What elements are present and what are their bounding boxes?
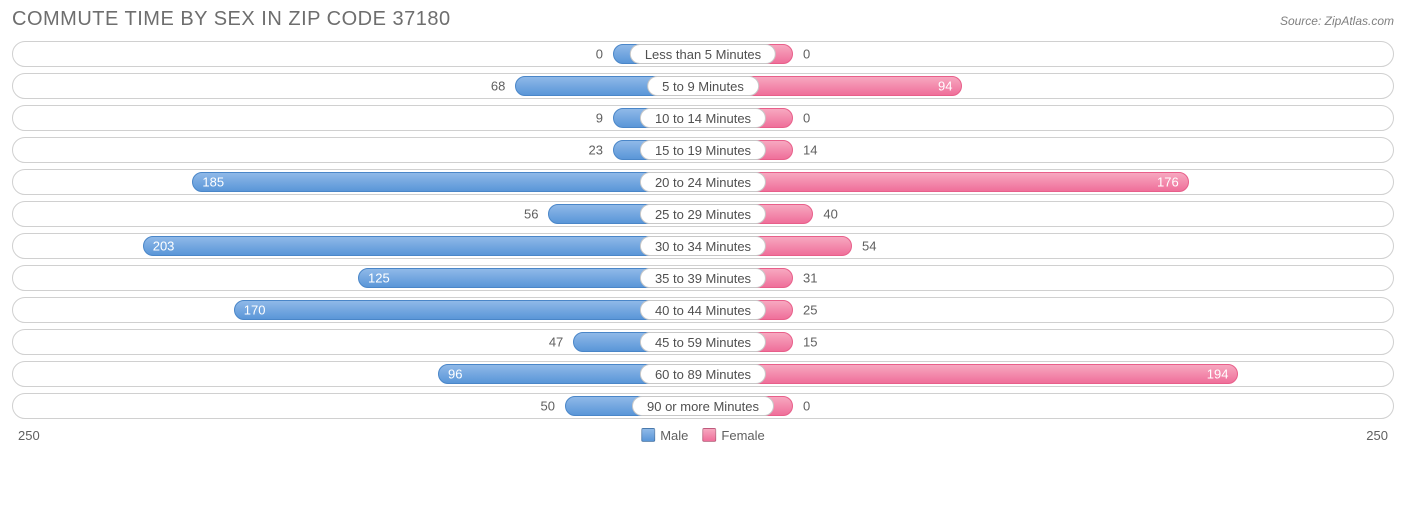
table-row: 0 0 Less than 5 Minutes xyxy=(12,41,1394,67)
value-label-female: 0 xyxy=(803,111,810,126)
value-label-female: 54 xyxy=(862,239,876,254)
chart-footer: 250 Male Female 250 xyxy=(12,425,1394,445)
table-row: 125 31 35 to 39 Minutes xyxy=(12,265,1394,291)
chart-container: Commute Time by Sex in Zip Code 37180 So… xyxy=(0,0,1406,453)
category-pill: 25 to 29 Minutes xyxy=(640,204,766,224)
axis-max-right: 250 xyxy=(1366,428,1388,443)
swatch-male xyxy=(641,428,655,442)
table-row: 96 194 60 to 89 Minutes xyxy=(12,361,1394,387)
value-label-female: 40 xyxy=(823,207,837,222)
chart-title: Commute Time by Sex in Zip Code 37180 xyxy=(12,8,451,31)
value-label-female: 25 xyxy=(803,303,817,318)
bar-female xyxy=(703,364,1238,384)
swatch-female xyxy=(702,428,716,442)
category-pill: 15 to 19 Minutes xyxy=(640,140,766,160)
category-pill: 10 to 14 Minutes xyxy=(640,108,766,128)
category-pill: 40 to 44 Minutes xyxy=(640,300,766,320)
bar-female xyxy=(703,172,1189,192)
value-label-male: 0 xyxy=(596,47,603,62)
value-label-female: 194 xyxy=(1207,367,1229,382)
category-pill: 60 to 89 Minutes xyxy=(640,364,766,384)
value-label-male: 203 xyxy=(153,239,175,254)
table-row: 9 0 10 to 14 Minutes xyxy=(12,105,1394,131)
table-row: 170 25 40 to 44 Minutes xyxy=(12,297,1394,323)
table-row: 185 176 20 to 24 Minutes xyxy=(12,169,1394,195)
value-label-male: 47 xyxy=(549,335,563,350)
legend-label-female: Female xyxy=(721,428,764,443)
value-label-male: 23 xyxy=(589,143,603,158)
table-row: 56 40 25 to 29 Minutes xyxy=(12,201,1394,227)
category-pill: Less than 5 Minutes xyxy=(630,44,776,64)
value-label-female: 31 xyxy=(803,271,817,286)
value-label-female: 14 xyxy=(803,143,817,158)
table-row: 50 0 90 or more Minutes xyxy=(12,393,1394,419)
axis-max-left: 250 xyxy=(18,428,40,443)
chart-header: Commute Time by Sex in Zip Code 37180 So… xyxy=(12,8,1394,31)
legend-item-female: Female xyxy=(702,428,764,443)
category-pill: 90 or more Minutes xyxy=(632,396,774,416)
value-label-male: 9 xyxy=(596,111,603,126)
bar-male xyxy=(192,172,703,192)
category-pill: 30 to 34 Minutes xyxy=(640,236,766,256)
legend-label-male: Male xyxy=(660,428,688,443)
bar-male xyxy=(234,300,703,320)
table-row: 47 15 45 to 59 Minutes xyxy=(12,329,1394,355)
legend-item-male: Male xyxy=(641,428,688,443)
value-label-female: 94 xyxy=(938,79,952,94)
category-pill: 35 to 39 Minutes xyxy=(640,268,766,288)
table-row: 203 54 30 to 34 Minutes xyxy=(12,233,1394,259)
chart-rows: 0 0 Less than 5 Minutes 68 94 5 to 9 Minutes 9… xyxy=(12,41,1394,419)
value-label-female: 0 xyxy=(803,399,810,414)
value-label-male: 96 xyxy=(448,367,462,382)
chart-source: Source: ZipAtlas.com xyxy=(1280,14,1394,28)
value-label-male: 170 xyxy=(244,303,266,318)
value-label-female: 176 xyxy=(1157,175,1179,190)
value-label-male: 50 xyxy=(541,399,555,414)
table-row: 23 14 15 to 19 Minutes xyxy=(12,137,1394,163)
value-label-male: 125 xyxy=(368,271,390,286)
value-label-male: 56 xyxy=(524,207,538,222)
category-pill: 20 to 24 Minutes xyxy=(640,172,766,192)
value-label-male: 185 xyxy=(202,175,224,190)
value-label-male: 68 xyxy=(491,79,505,94)
value-label-female: 0 xyxy=(803,47,810,62)
value-label-female: 15 xyxy=(803,335,817,350)
bar-male xyxy=(143,236,703,256)
category-pill: 5 to 9 Minutes xyxy=(647,76,759,96)
legend: Male Female xyxy=(641,428,765,443)
category-pill: 45 to 59 Minutes xyxy=(640,332,766,352)
table-row: 68 94 5 to 9 Minutes xyxy=(12,73,1394,99)
